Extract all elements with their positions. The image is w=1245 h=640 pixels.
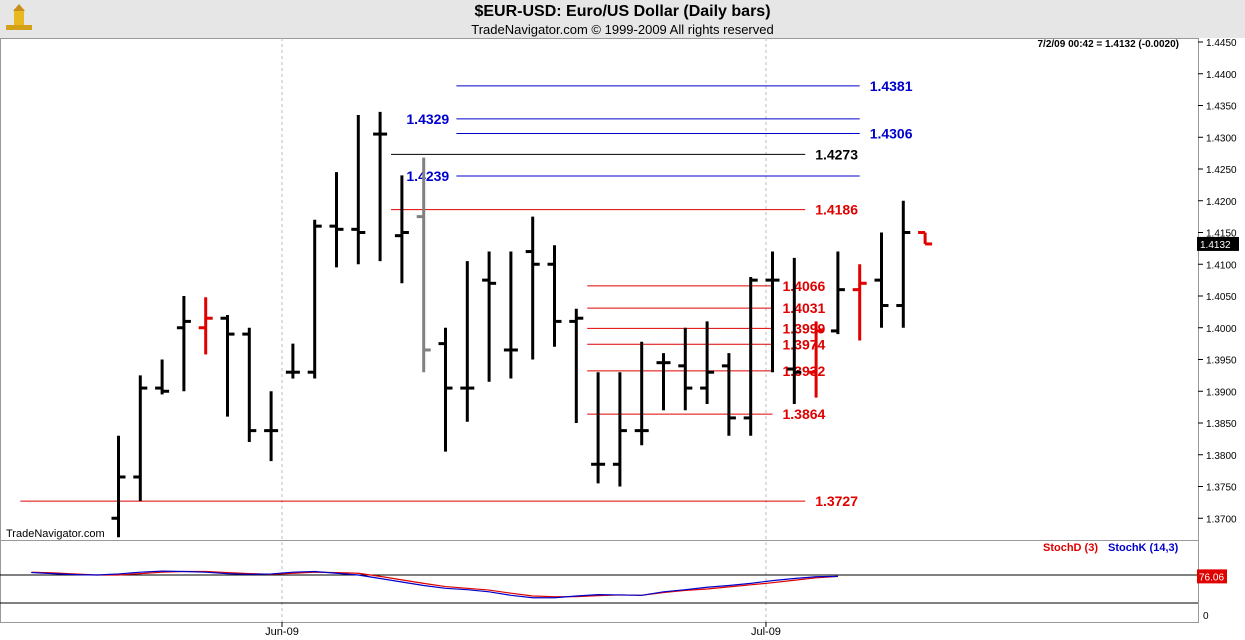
stochk-legend: StochK (14,3) [1108, 542, 1179, 554]
last-price-box [1197, 236, 1239, 251]
level-label: 1.3999 [783, 320, 826, 336]
level-label: 1.3727 [815, 493, 858, 509]
stochk-line [31, 570, 838, 599]
level-label: 1.3974 [783, 336, 826, 352]
y-tick-label: 1.4300 [1206, 133, 1237, 144]
level-label: 1.4031 [783, 300, 826, 316]
y-tick-label: 1.3850 [1206, 419, 1237, 430]
level-label: 1.4329 [406, 111, 449, 127]
watermark: TradeNavigator.com [6, 528, 105, 540]
y-tick-label: 1.4150 [1206, 229, 1237, 240]
y-tick-label: 1.4100 [1206, 260, 1237, 271]
level-label: 1.4239 [406, 168, 449, 184]
price-axis-background [1199, 38, 1245, 622]
chart-subtitle: TradeNavigator.com © 1999-2009 All right… [471, 22, 774, 37]
chart-title: $EUR-USD: Euro/US Dollar (Daily bars) [474, 3, 771, 20]
oscillator-last-box [1197, 569, 1227, 584]
y-tick-label: 1.4000 [1206, 324, 1237, 335]
level-label: 1.4186 [815, 202, 858, 218]
level-label: 1.4273 [815, 146, 858, 162]
stochd-line [31, 570, 838, 598]
chart-header: $EUR-USD: Euro/US Dollar (Daily bars) Tr… [0, 0, 1245, 38]
oscillator-y-label: 0 [1203, 611, 1209, 622]
y-tick-label: 1.4050 [1206, 292, 1237, 303]
y-tick-label: 1.3700 [1206, 514, 1237, 525]
y-tick-label: 1.4350 [1206, 102, 1237, 113]
level-label: 1.4381 [870, 78, 913, 94]
y-tick-label: 1.4400 [1206, 70, 1237, 81]
level-label: 1.3864 [783, 406, 826, 422]
level-label: 1.4066 [783, 278, 826, 294]
trade-navigator-logo-icon [4, 3, 34, 38]
y-tick-label: 1.3750 [1206, 483, 1237, 494]
x-tick-label: Jun-09 [265, 626, 299, 638]
oscillator-last-label: 76.06 [1199, 572, 1224, 583]
stochd-legend: StochD (3) [1043, 542, 1098, 554]
level-label: 1.4306 [870, 125, 913, 141]
y-tick-label: 1.3950 [1206, 356, 1237, 367]
last-quote: 7/2/09 00:42 = 1.4132 (-0.0020) [1037, 39, 1180, 50]
y-tick-label: 1.3900 [1206, 387, 1237, 398]
oscillator-panel-frame [0, 540, 1199, 623]
y-tick-label: 1.3800 [1206, 451, 1237, 462]
y-tick-label: 1.4450 [1206, 38, 1237, 49]
y-tick-label: 1.4200 [1206, 197, 1237, 208]
level-label: 1.3932 [783, 363, 826, 379]
x-tick-label: Jul-09 [751, 626, 781, 638]
y-tick-label: 1.4250 [1206, 165, 1237, 176]
last-price-label: 1.4132 [1200, 240, 1231, 251]
